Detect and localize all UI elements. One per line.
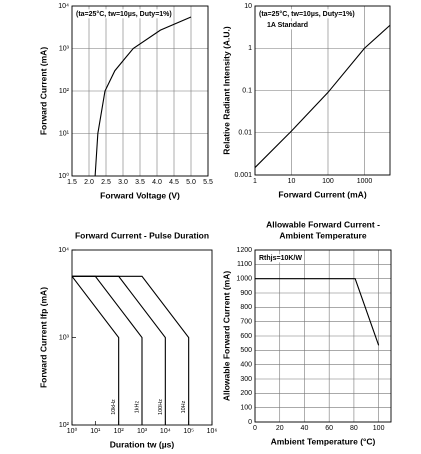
y-tick-label: 600 [240, 333, 252, 340]
x-tick-label: 3.5 [135, 179, 145, 186]
x-tick-label: 40 [301, 425, 309, 432]
annotation-box [266, 21, 309, 30]
data-line [72, 275, 190, 425]
annotation-box [75, 9, 173, 19]
x-tick-label: 3.0 [118, 179, 128, 186]
series-label: 1kHz [134, 400, 140, 413]
x-tick-label: 80 [350, 425, 358, 432]
x-tick-label: 10¹ [90, 428, 101, 435]
y-tick-label: 200 [240, 390, 252, 397]
y-tick-label: 10² [59, 422, 70, 429]
x-tick-label: 4.5 [169, 179, 179, 186]
y-axis-label: Forward Current (mA) [38, 47, 48, 135]
y-tick-label: 0 [248, 419, 252, 426]
y-tick-label: 10² [59, 88, 70, 95]
x-tick-label: 4.0 [152, 179, 162, 186]
x-tick-label: 10 [288, 178, 296, 185]
y-tick-label: 700 [240, 319, 252, 326]
x-tick-label: 10³ [137, 428, 148, 435]
x-tick-label: 10⁰ [67, 427, 78, 435]
y-tick-label: 0.1 [242, 87, 252, 94]
y-tick-label: 0.001 [234, 172, 252, 179]
annotation: Rthjs=10K/W [259, 255, 302, 262]
series-label: 10kHz [111, 399, 117, 415]
y-tick-label: 10¹ [59, 130, 70, 137]
x-tick-label: 0 [253, 425, 257, 432]
y-axis-label: Relative Radiant Intensity (A.U.) [221, 26, 231, 155]
y-tick-label: 10⁰ [58, 172, 69, 180]
plot-frame [254, 249, 392, 423]
x-tick-label: 1000 [357, 178, 373, 185]
y-tick-label: 1200 [236, 247, 252, 254]
chart-title: Forward Current - Pulse Duration [75, 230, 209, 240]
x-tick-label: 10⁵ [183, 428, 194, 435]
y-tick-label: 10⁴ [58, 3, 69, 10]
data-line [71, 276, 120, 425]
series-label: 100Hz [158, 399, 164, 415]
annotation-box [258, 254, 304, 263]
y-tick-label: 10³ [59, 334, 70, 341]
y-axis-label: Allowable Forward Current (mA) [221, 271, 231, 402]
x-tick-label: 100 [322, 178, 334, 185]
annotation: (ta=25°C, tw=10µs, Duty=1%) [259, 10, 355, 18]
plot-frame [71, 5, 209, 177]
annotation: 1A Standard [267, 22, 308, 29]
data-line [254, 24, 391, 168]
x-tick-label: 100 [373, 425, 385, 432]
x-tick-label: 1.5 [67, 179, 77, 186]
x-tick-label: 20 [276, 425, 284, 432]
x-tick-label: 10² [114, 428, 125, 435]
x-tick-label: 10⁶ [207, 428, 218, 435]
y-tick-label: 1000 [236, 276, 252, 283]
y-tick-label: 800 [240, 304, 252, 311]
x-tick-label: 1 [253, 178, 257, 185]
x-tick-label: 5.0 [186, 179, 196, 186]
x-tick-label: 2.5 [101, 179, 111, 186]
annotation: (ta=25°C, tw=10µs, Duty=1%) [76, 10, 172, 18]
y-tick-label: 1 [248, 45, 252, 52]
y-tick-label: 10 [244, 3, 252, 10]
data-line [94, 16, 192, 177]
chart-title: Ambient Temperature [279, 230, 366, 240]
chart-title: Allowable Forward Current - [266, 219, 380, 229]
y-tick-label: 0.01 [238, 130, 252, 137]
y-tick-label: 10³ [59, 45, 70, 52]
plot-frame [254, 5, 391, 176]
x-axis-label: Duration tw (µs) [110, 439, 175, 449]
y-axis-label: Forward Current Ifp (mA) [38, 287, 48, 388]
x-axis-label: Forward Current (mA) [278, 189, 366, 199]
x-axis-label: Ambient Temperature (°C) [271, 436, 376, 446]
y-tick-label: 300 [240, 376, 252, 383]
y-tick-label: 500 [240, 347, 252, 354]
x-axis-label: Forward Voltage (V) [100, 190, 180, 200]
x-tick-label: 60 [325, 425, 333, 432]
x-tick-label: 5.5 [203, 179, 213, 186]
data-line [255, 278, 380, 346]
y-tick-label: 10⁴ [58, 247, 69, 254]
y-tick-label: 400 [240, 362, 252, 369]
x-tick-label: 10⁴ [160, 428, 171, 435]
y-tick-label: 900 [240, 290, 252, 297]
x-tick-label: 2.0 [84, 179, 94, 186]
series-label: 10Hz [181, 400, 187, 413]
y-tick-label: 1100 [237, 261, 252, 268]
y-tick-label: 100 [240, 405, 252, 412]
annotation-box [258, 9, 356, 19]
